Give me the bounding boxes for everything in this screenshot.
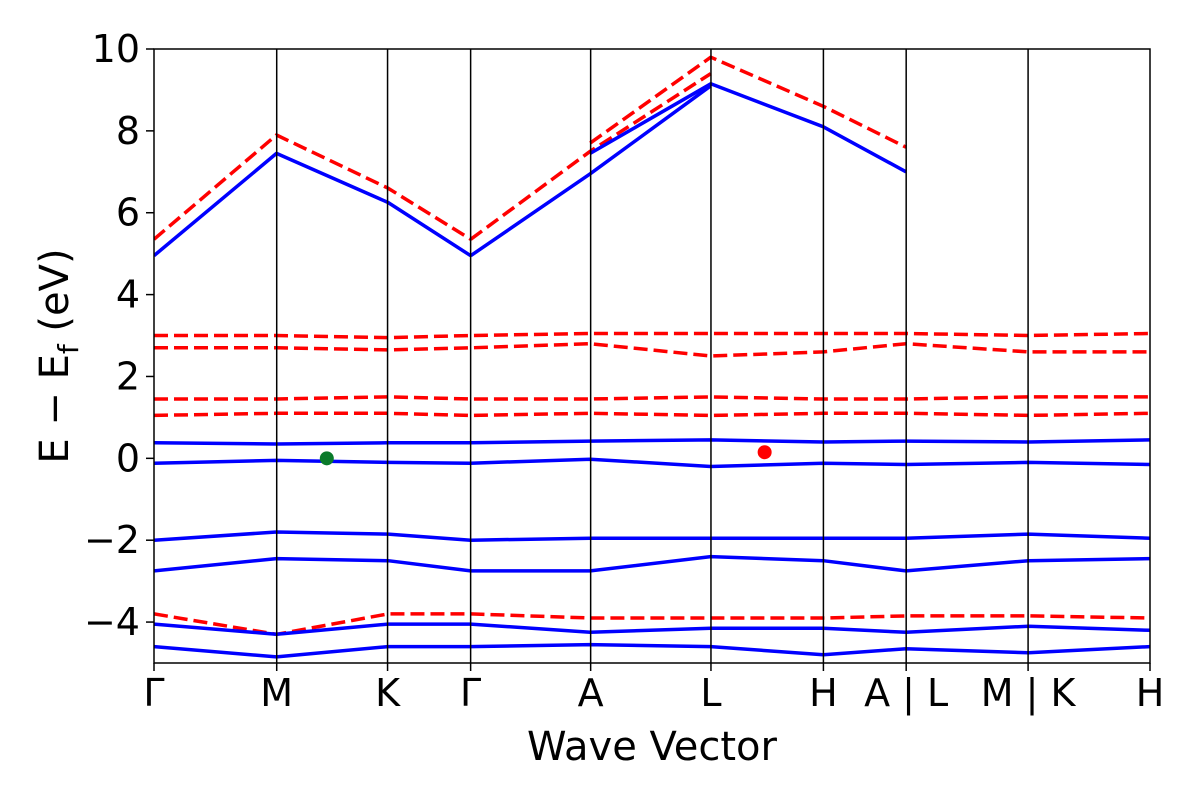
spin-down-band-1 bbox=[154, 133, 472, 241]
green-marker bbox=[319, 451, 334, 466]
y-axis-label-subscript: f bbox=[52, 343, 85, 354]
x-tick-label: M bbox=[260, 671, 293, 715]
high-symmetry-lines bbox=[275, 49, 1029, 663]
y-tick-label: 6 bbox=[116, 191, 140, 235]
x-tick-label: M | K bbox=[981, 671, 1077, 716]
y-axis-ticks: −4 −2 0 2 4 6 8 10 bbox=[84, 27, 154, 644]
spin-down-band-11 bbox=[154, 331, 1150, 340]
x-tick-label: H bbox=[809, 671, 838, 715]
y-tick-label: 0 bbox=[116, 436, 140, 480]
y-tick-label: 4 bbox=[116, 273, 140, 317]
plot-frame bbox=[153, 48, 1151, 664]
y-axis-label-unit: (eV) bbox=[32, 248, 78, 344]
spin-down-band-14 bbox=[154, 612, 1150, 637]
band-lines bbox=[154, 55, 1150, 659]
x-axis-ticks: Γ M K Γ A L H A | L M | K H bbox=[143, 663, 1164, 716]
spin-up-band-16 bbox=[154, 642, 1150, 659]
spin-down-band-12 bbox=[154, 411, 1150, 418]
red-marker bbox=[757, 445, 772, 460]
x-axis-label: Wave Vector bbox=[527, 724, 778, 770]
y-tick-label: 2 bbox=[116, 354, 140, 398]
x-tick-label: A | L bbox=[864, 671, 948, 716]
spin-up-band-15 bbox=[154, 622, 1150, 637]
x-tick-label: L bbox=[700, 671, 721, 715]
x-tick-label: Γ bbox=[460, 671, 481, 715]
x-tick-label: H bbox=[1136, 671, 1165, 715]
spin-down-band-13 bbox=[154, 395, 1150, 401]
x-tick-label: A bbox=[578, 671, 604, 715]
y-axis-label-main: E − E bbox=[32, 354, 78, 464]
spin-up-band-6 bbox=[154, 438, 1150, 446]
spin-up-band-9 bbox=[154, 554, 1150, 573]
x-tick-label: K bbox=[375, 671, 401, 715]
spin-up-band-0 bbox=[154, 151, 472, 258]
y-tick-label: 8 bbox=[116, 109, 140, 153]
plot-background bbox=[154, 49, 1150, 663]
y-axis-label: E − Ef (eV) bbox=[32, 248, 85, 463]
x-tick-label: Γ bbox=[143, 671, 164, 715]
spin-up-band-4 bbox=[589, 82, 907, 174]
spin-down-band-5 bbox=[589, 55, 907, 149]
y-tick-label: 10 bbox=[92, 27, 140, 71]
y-tick-label: −2 bbox=[84, 518, 140, 562]
spin-up-band-8 bbox=[154, 530, 1150, 542]
y-tick-label: −4 bbox=[84, 600, 140, 644]
markers bbox=[319, 445, 772, 466]
